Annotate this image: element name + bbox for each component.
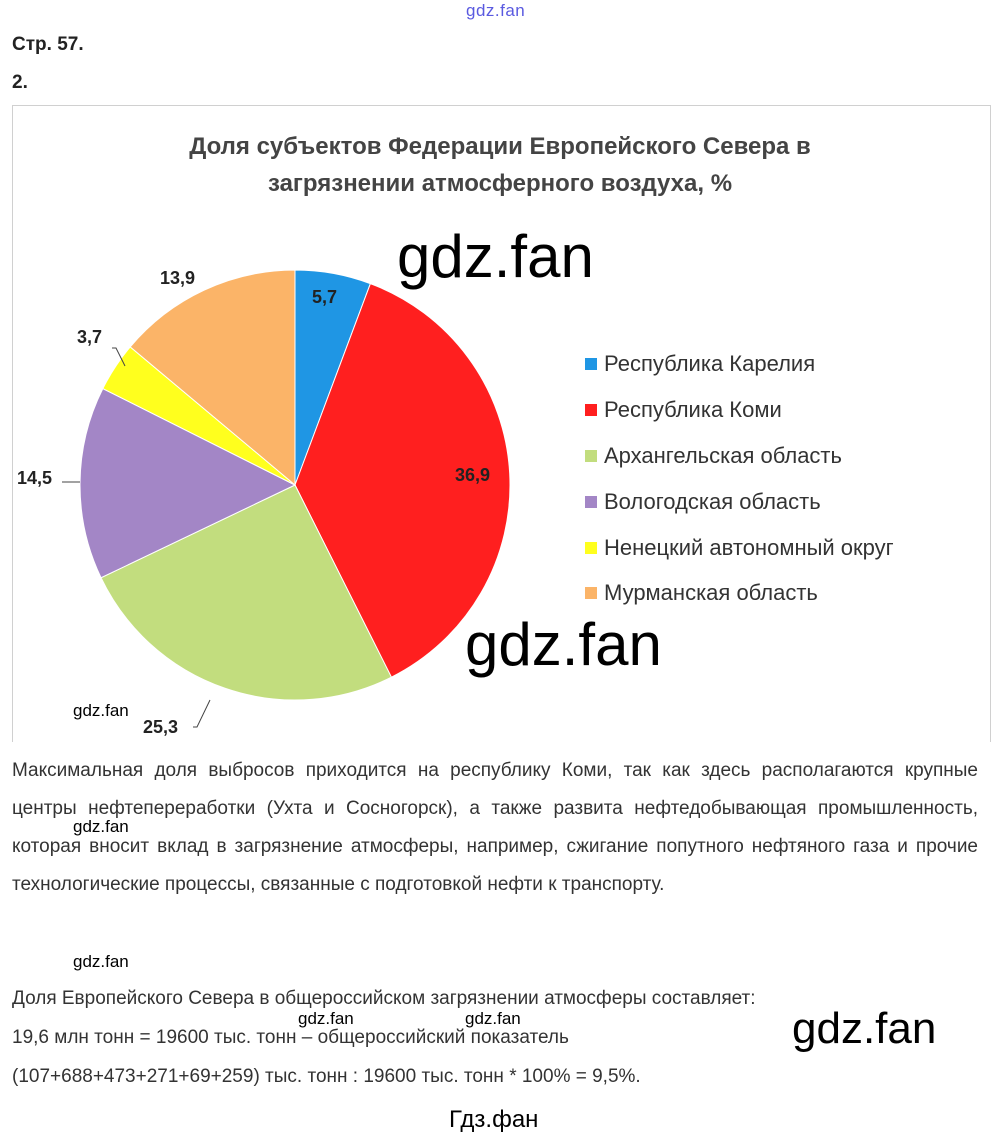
pie-slice-murmansk: [129, 269, 296, 487]
watermark: gdz.fan: [298, 1009, 354, 1028]
legend-item: Архангельская область: [585, 443, 842, 469]
text-line: 19,6 млн тонн = 19600 тыс. тонн – общеро…: [12, 1027, 569, 1048]
pie-slice-vologda: [79, 387, 297, 579]
pie-slice-arkhangelsk: [100, 484, 393, 701]
legend-swatch: [585, 358, 597, 370]
chart-title-line: загрязнении атмосферного воздуха, %: [267, 170, 733, 197]
data-label-komi: 36,9: [455, 465, 491, 485]
legend-label: Ненецкий автономный округ: [604, 535, 894, 560]
leader-line-arkhangelsk: [193, 699, 211, 728]
legend-item: Республика Карелия: [585, 351, 815, 377]
pie-slice-komi: [294, 282, 511, 678]
data-label-vologda: 14,5: [17, 468, 53, 488]
data-label-nenets: 3,7: [77, 327, 103, 347]
legend-label: Республика Коми: [604, 397, 782, 422]
watermark: gdz.fan: [73, 952, 129, 971]
explanation-paragraph: Максимальная доля выбросов приходится на…: [12, 760, 978, 895]
data-label-murmansk: 13,9: [160, 268, 196, 288]
legend-swatch: [585, 587, 597, 599]
data-label-arkhangelsk: 25,3: [143, 717, 179, 737]
watermark: gdz.fan: [466, 1, 526, 20]
data-label-karelia: 5,7: [312, 287, 338, 307]
pie-chart: [62, 269, 511, 728]
task-number: 2.: [12, 72, 28, 93]
watermark: gdz.fan: [73, 701, 129, 720]
watermark: gdz.fan: [73, 817, 129, 836]
legend-item: Вологодская область: [585, 489, 821, 515]
calculation-line: (107+688+473+271+69+259) тыс. тонн : 196…: [12, 1066, 641, 1087]
legend-swatch: [585, 542, 597, 554]
chart-title-line: Доля субъектов Федерации Европейского Се…: [189, 133, 811, 160]
page-reference: Стр. 57.: [12, 34, 84, 55]
watermark: gdz.fan: [465, 1009, 521, 1028]
legend-swatch: [585, 404, 597, 416]
legend-label: Республика Карелия: [604, 351, 816, 376]
legend-label: Архангельская область: [604, 443, 842, 468]
legend-item: Республика Коми: [585, 397, 782, 423]
watermark: gdz.fan: [465, 611, 662, 678]
legend-swatch: [585, 496, 597, 508]
footer-watermark: Гдз.фан: [449, 1106, 539, 1133]
chart-frame: [12, 105, 991, 742]
legend-label: Вологодская область: [604, 489, 821, 514]
chart-title: Доля субъектов Федерации Европейского Се…: [120, 128, 880, 202]
watermark: gdz.fan: [397, 223, 594, 290]
legend-label: Мурманская область: [604, 580, 818, 605]
legend-item: Ненецкий автономный округ: [585, 535, 894, 561]
legend-swatch: [585, 450, 597, 462]
text-line: Доля Европейского Севера в общероссийско…: [12, 988, 756, 1009]
leader-line-nenets: [112, 347, 126, 367]
legend-item: Мурманская область: [585, 580, 818, 606]
watermark: gdz.fan: [792, 1004, 937, 1053]
